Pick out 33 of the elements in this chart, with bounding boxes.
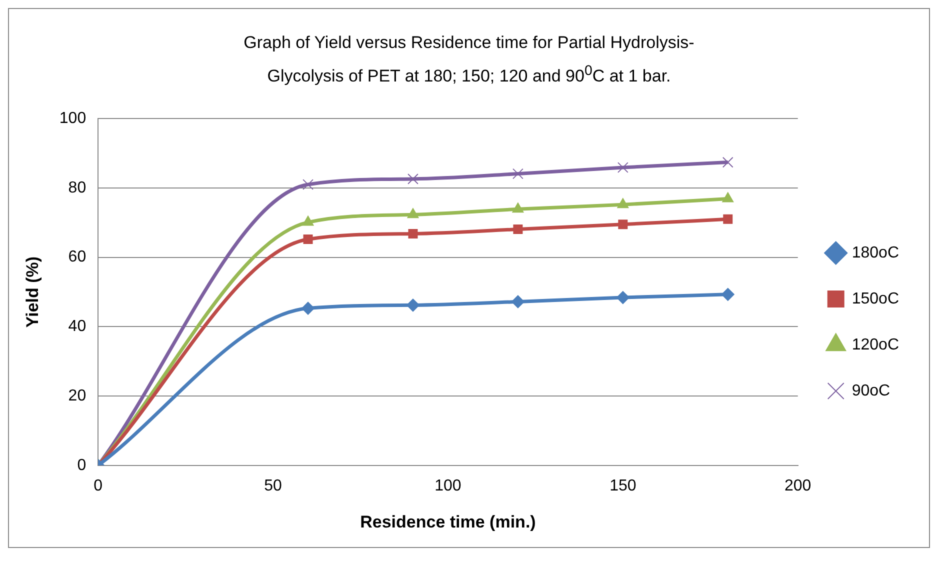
- x-tick-label: 50: [264, 477, 282, 494]
- x-tick-label: 150: [610, 477, 636, 494]
- point: [512, 168, 524, 179]
- point: [513, 224, 523, 234]
- legend-label: 150oC: [852, 290, 900, 308]
- chart-title: Graph of Yield versus Residence time for Partial Hydrolysis-Glycolysis of PET at 180; 150; 120 and 90$^{0}$C at 1 bar.: [242, 32, 696, 88]
- point: [511, 294, 524, 308]
- point: [722, 156, 734, 168]
- x-tick-label: 0: [94, 477, 103, 494]
- point: [723, 214, 733, 224]
- y-tick-label: 40: [68, 318, 86, 335]
- y-axis-title: Yield (%): [22, 256, 42, 328]
- legend-label: 180oC: [852, 244, 900, 262]
- point: [302, 301, 315, 314]
- point: [408, 173, 418, 184]
- x-tick-label: 200: [784, 477, 812, 494]
- x-axis-title: Residence time (min.): [360, 512, 536, 532]
- point: [618, 219, 628, 229]
- point: [302, 178, 314, 190]
- point: [721, 288, 734, 301]
- point: [303, 234, 313, 244]
- x-tick-label: 100: [434, 477, 462, 494]
- y-tick-label: 80: [68, 179, 86, 196]
- legend-label: 120oC: [852, 336, 900, 354]
- y-tick-label: 60: [68, 248, 86, 266]
- point: [406, 298, 420, 312]
- point: [408, 228, 418, 238]
- y-tick-label: 20: [68, 387, 86, 404]
- y-tick-label: 0: [77, 456, 86, 474]
- y-tick-label: 100: [59, 110, 86, 127]
- legend-label: 90oC: [852, 382, 890, 400]
- point: [616, 290, 630, 304]
- point: [617, 162, 628, 173]
